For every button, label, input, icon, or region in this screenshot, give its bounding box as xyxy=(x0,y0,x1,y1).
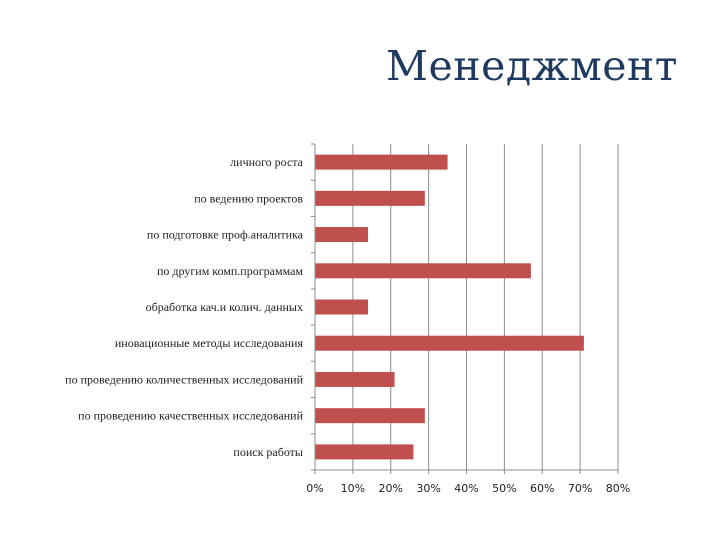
x-tick-label: 70% xyxy=(568,482,592,495)
slide-title: Менеджмент xyxy=(386,42,678,90)
tick-labels: 0% 10% 20% 30% 40% 50% 60% 70% 80% xyxy=(306,482,630,495)
category-label: по другим комп.программам xyxy=(157,264,303,278)
bar xyxy=(315,444,414,460)
category-label: по проведению количественных исследовани… xyxy=(65,372,303,386)
x-tick-label: 30% xyxy=(416,482,440,495)
category-label: по проведению качественных исследований xyxy=(78,409,303,423)
bar xyxy=(315,227,369,243)
x-tick-label: 40% xyxy=(454,482,478,495)
bar xyxy=(315,335,584,351)
category-label: обработка кач.и колич. данных xyxy=(146,300,303,314)
x-tick-label: 0% xyxy=(306,482,323,495)
category-label: поиск работы xyxy=(233,445,303,459)
bar xyxy=(315,154,448,170)
category-label: по ведению проектов xyxy=(194,191,303,205)
category-label: по подготовке проф.аналитика xyxy=(147,228,304,242)
x-tick-label: 20% xyxy=(379,482,403,495)
x-tick-label: 50% xyxy=(492,482,516,495)
bar xyxy=(315,371,395,387)
bars xyxy=(315,154,584,460)
category-labels: личного роста по ведению проектов по подго… xyxy=(65,155,303,459)
x-tick-label: 60% xyxy=(530,482,554,495)
bar xyxy=(315,299,369,315)
bar xyxy=(315,263,531,279)
category-label: личного роста xyxy=(230,155,304,169)
x-tick-label: 80% xyxy=(606,482,630,495)
category-label: иновационные методы исследования xyxy=(115,336,304,350)
bar xyxy=(315,190,425,206)
x-tick-label: 10% xyxy=(341,482,365,495)
bar xyxy=(315,408,425,424)
axes xyxy=(311,143,619,474)
